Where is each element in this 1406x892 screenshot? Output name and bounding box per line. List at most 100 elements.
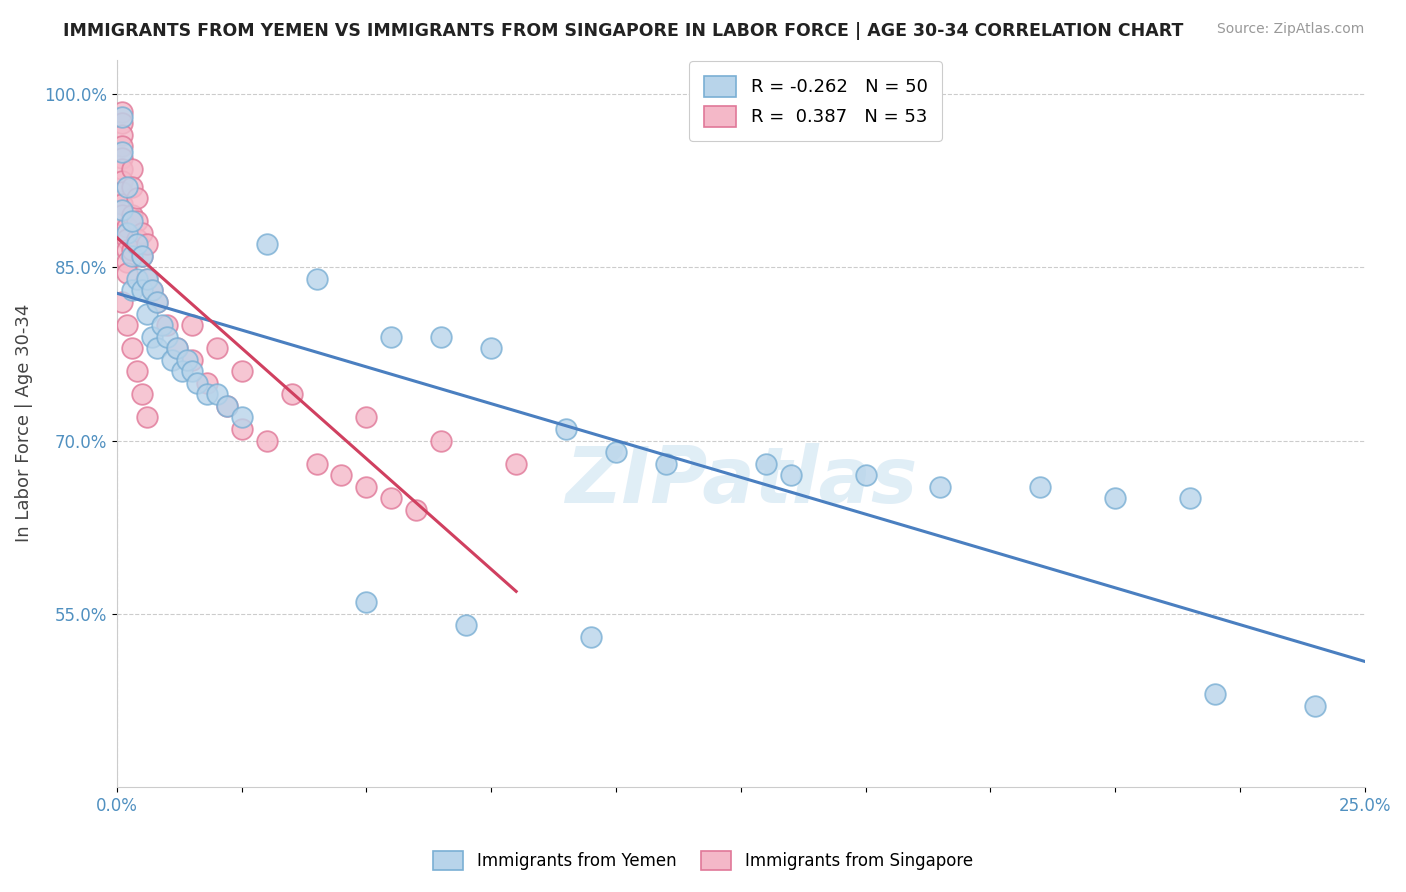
Point [579, 630, 602, 644]
Point [125, 231, 148, 245]
Point [405, 503, 427, 517]
Point [231, 422, 253, 436]
Point [131, 284, 153, 298]
Point [205, 341, 228, 355]
Point [215, 399, 238, 413]
Point [131, 249, 153, 263]
Point [141, 284, 163, 298]
Point [280, 387, 302, 401]
Point [305, 457, 328, 471]
Point [111, 139, 134, 153]
Point [111, 151, 134, 165]
Point [180, 364, 202, 378]
Point [330, 468, 353, 483]
Point [111, 202, 134, 217]
Point [135, 410, 157, 425]
Point [111, 145, 134, 159]
Point [121, 162, 143, 177]
Point [115, 266, 138, 280]
Point [141, 284, 163, 298]
Point [929, 480, 952, 494]
Point [115, 254, 138, 268]
Point [176, 352, 198, 367]
Point [180, 352, 202, 367]
Point [380, 329, 402, 343]
Point [170, 364, 193, 378]
Text: ZIPatlas: ZIPatlas [565, 443, 917, 519]
Point [125, 237, 148, 252]
Point [166, 341, 188, 355]
Legend: Immigrants from Yemen, Immigrants from Singapore: Immigrants from Yemen, Immigrants from S… [426, 844, 980, 877]
Point [121, 249, 143, 263]
Point [1303, 699, 1326, 714]
Point [121, 341, 143, 355]
Point [256, 237, 278, 252]
Point [256, 434, 278, 448]
Point [121, 284, 143, 298]
Point [505, 457, 527, 471]
Text: Source: ZipAtlas.com: Source: ZipAtlas.com [1216, 22, 1364, 37]
Point [779, 468, 801, 483]
Point [430, 434, 453, 448]
Point [305, 272, 328, 286]
Point [111, 116, 134, 130]
Point [131, 226, 153, 240]
Y-axis label: In Labor Force | Age 30-34: In Labor Force | Age 30-34 [15, 304, 32, 542]
Text: IMMIGRANTS FROM YEMEN VS IMMIGRANTS FROM SINGAPORE IN LABOR FORCE | AGE 30-34 CO: IMMIGRANTS FROM YEMEN VS IMMIGRANTS FROM… [63, 22, 1184, 40]
Point [1029, 480, 1052, 494]
Point [356, 595, 378, 609]
Point [380, 491, 402, 506]
Point [195, 387, 218, 401]
Point [121, 209, 143, 223]
Point [1178, 491, 1201, 506]
Point [145, 295, 167, 310]
Point [121, 243, 143, 257]
Point [131, 387, 153, 401]
Point [156, 318, 179, 332]
Point [111, 197, 134, 211]
Point [111, 186, 134, 200]
Point [231, 410, 253, 425]
Point [125, 191, 148, 205]
Point [111, 111, 134, 125]
Point [121, 214, 143, 228]
Point [111, 209, 134, 223]
Legend: R = -0.262   N = 50, R =  0.387   N = 53: R = -0.262 N = 50, R = 0.387 N = 53 [689, 62, 942, 141]
Point [111, 174, 134, 188]
Point [125, 272, 148, 286]
Point [115, 318, 138, 332]
Point [135, 237, 157, 252]
Point [456, 618, 478, 632]
Point [205, 387, 228, 401]
Point [1204, 688, 1226, 702]
Point [111, 104, 134, 119]
Point [356, 480, 378, 494]
Point [180, 318, 202, 332]
Point [479, 341, 502, 355]
Point [111, 128, 134, 142]
Point [655, 457, 678, 471]
Point [755, 457, 778, 471]
Point [135, 272, 157, 286]
Point [231, 364, 253, 378]
Point [166, 341, 188, 355]
Point [605, 445, 627, 459]
Point [186, 376, 208, 390]
Point [115, 226, 138, 240]
Point [555, 422, 578, 436]
Point [356, 410, 378, 425]
Point [125, 214, 148, 228]
Point [430, 329, 453, 343]
Point [160, 352, 183, 367]
Point [1104, 491, 1126, 506]
Point [156, 329, 179, 343]
Point [135, 272, 157, 286]
Point [115, 179, 138, 194]
Point [145, 295, 167, 310]
Point [855, 468, 877, 483]
Point [135, 307, 157, 321]
Point [115, 243, 138, 257]
Point [121, 179, 143, 194]
Point [115, 231, 138, 245]
Point [150, 318, 173, 332]
